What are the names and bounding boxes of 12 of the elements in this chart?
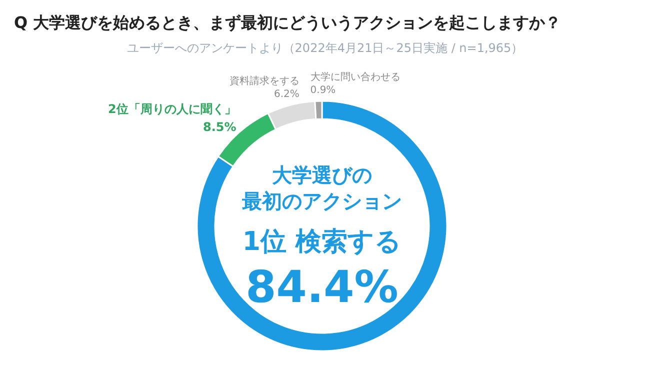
data-label: 84.4% — [246, 262, 398, 313]
slice-label: 1位 検索する — [242, 227, 402, 257]
text: 最初のアクション — [241, 189, 402, 213]
chart-title: Q 大学選びを始めるとき、まず最初にどういうアクションを起こしますか？ — [14, 13, 562, 32]
data-label: 8.5% — [203, 120, 236, 134]
chart-subtitle: ユーザーへのアンケートより（2022年4月21日～25日実施 / n=1,965） — [126, 41, 524, 55]
text: 大学選びの — [272, 163, 372, 187]
data-label: 0.9% — [310, 85, 336, 96]
slice-label: 資料請求をする — [229, 75, 300, 88]
slice-label: 2位「周りの人に聞く」 — [108, 102, 236, 116]
data-label: 6.2% — [274, 89, 300, 100]
slice-label: 大学に問い合わせる — [310, 71, 400, 84]
